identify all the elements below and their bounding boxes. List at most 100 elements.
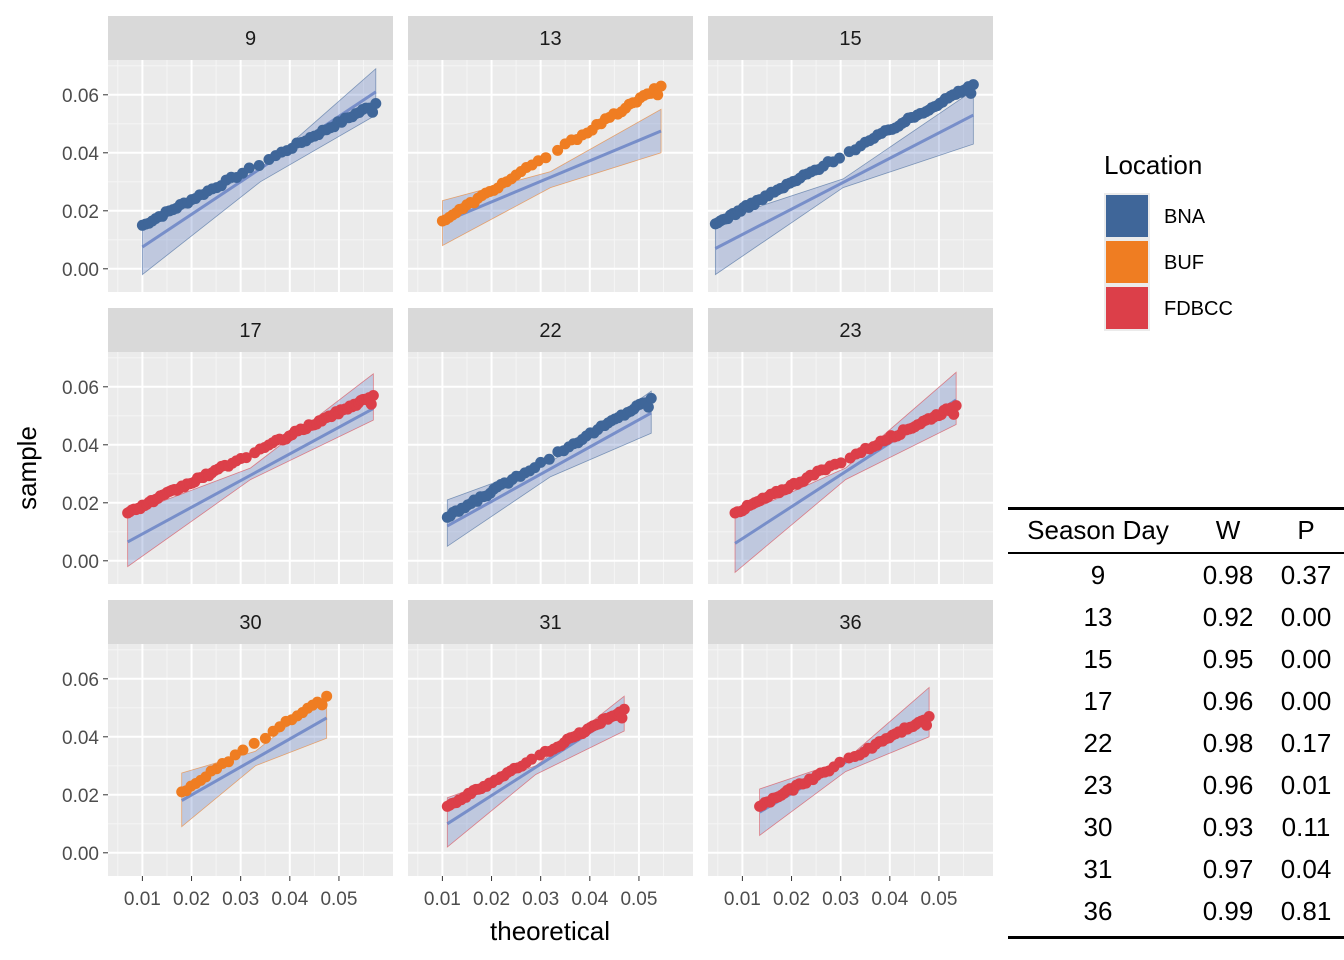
season-day-cell: 30 xyxy=(1083,811,1113,842)
p-cell: 0.04 xyxy=(1280,853,1332,884)
qq-data-point xyxy=(259,732,271,744)
x-tick-label: 0.01 xyxy=(124,889,161,910)
y-tick-label: 0.00 xyxy=(62,552,99,573)
x-tick-label: 0.05 xyxy=(920,889,957,910)
facet-strip-label: 13 xyxy=(539,28,561,50)
table-row: 30 0.93 0.11 xyxy=(1008,806,1344,848)
w-cell: 0.96 xyxy=(1202,769,1254,800)
qq-data-point xyxy=(540,152,552,164)
qq-data-point xyxy=(835,457,847,469)
table-row: 13 0.92 0.00 xyxy=(1008,596,1344,638)
facet-panel-9: 9 0.00 0.02 0.04 0.06 xyxy=(62,16,393,292)
w-cell: 0.98 xyxy=(1202,727,1254,758)
y-tick-label: 0.06 xyxy=(62,670,99,691)
y-tick-label: 0.04 xyxy=(62,728,99,749)
qq-data-point xyxy=(543,453,555,465)
w-cell: 0.96 xyxy=(1202,685,1254,716)
qq-data-point xyxy=(950,400,962,412)
table-row: 23 0.96 0.01 xyxy=(1008,764,1344,806)
facet-strip-label: 23 xyxy=(839,320,861,342)
w-cell: 0.95 xyxy=(1202,643,1254,674)
table-row: 17 0.96 0.00 xyxy=(1008,680,1344,722)
qq-data-point xyxy=(923,711,935,722)
p-cell: 0.00 xyxy=(1280,601,1332,632)
w-cell: 0.98 xyxy=(1202,559,1254,590)
p-cell: 0.81 xyxy=(1280,895,1332,926)
facet-strip-label: 17 xyxy=(239,320,261,342)
season-day-cell: 17 xyxy=(1083,685,1113,716)
y-tick-label: 0.06 xyxy=(62,86,99,107)
qq-reference-line xyxy=(446,411,652,528)
x-tick-label: 0.03 xyxy=(822,889,859,910)
facet-panel-36: 36 0.01 0.02 0.03 0.04 0.05 xyxy=(708,600,993,910)
header-p: P xyxy=(1297,514,1315,545)
normality-test-table: Season Day W P 9 0.98 0.37 13 0.92 0.00 15 0.95… xyxy=(1008,507,1344,939)
qq-data-point xyxy=(535,456,547,468)
y-tick-label: 0.02 xyxy=(62,494,99,515)
facet-strip xyxy=(408,16,693,60)
legend-key-swatch xyxy=(1106,195,1148,237)
x-tick-label: 0.02 xyxy=(773,889,810,910)
y-tick-label: 0.04 xyxy=(62,144,99,165)
facet-strip-label: 9 xyxy=(245,28,256,50)
y-tick-label: 0.02 xyxy=(62,202,99,223)
x-tick-label: 0.01 xyxy=(424,889,461,910)
x-tick-label: 0.02 xyxy=(473,889,510,910)
header-w: W xyxy=(1215,514,1241,545)
p-cell: 0.17 xyxy=(1280,727,1332,758)
facet-panel-22: 22 xyxy=(408,308,693,584)
qq-data-point xyxy=(967,79,979,91)
qq-data-point xyxy=(367,106,379,118)
qq-data-point xyxy=(652,89,664,101)
table-mid-rule xyxy=(1008,552,1344,554)
y-tick-label: 0.02 xyxy=(62,786,99,807)
legend-key-swatch xyxy=(1106,287,1148,329)
p-cell: 0.11 xyxy=(1281,811,1331,842)
x-tick-label: 0.01 xyxy=(724,889,761,910)
qq-data-point xyxy=(248,737,260,749)
panel-background xyxy=(408,644,693,876)
p-cell: 0.00 xyxy=(1280,643,1332,674)
facet-strip-label: 30 xyxy=(239,612,261,634)
legend: Location BNA BUF FDBCC xyxy=(1104,150,1233,331)
qq-data-point xyxy=(948,408,960,420)
table-top-rule xyxy=(1008,507,1344,510)
qq-data-point xyxy=(655,80,667,92)
table-header-row: Season Day W P xyxy=(1008,510,1344,550)
qq-data-point xyxy=(253,159,265,171)
qq-data-point xyxy=(965,87,977,99)
season-day-cell: 13 xyxy=(1083,601,1113,632)
w-cell: 0.99 xyxy=(1202,895,1254,926)
x-tick-label: 0.02 xyxy=(173,889,210,910)
season-day-cell: 15 xyxy=(1083,643,1113,674)
legend-item-label: BUF xyxy=(1164,252,1204,274)
x-tick-label: 0.03 xyxy=(222,889,259,910)
legend-title: Location xyxy=(1104,150,1202,180)
season-day-cell: 23 xyxy=(1083,769,1113,800)
x-tick-label: 0.04 xyxy=(871,889,908,910)
facet-strip xyxy=(108,16,393,60)
qq-data-point xyxy=(552,144,564,156)
qq-reference-line xyxy=(441,129,662,224)
y-axis-title: sample xyxy=(12,426,42,510)
qq-data-point xyxy=(316,699,328,711)
qq-data-point xyxy=(321,690,333,702)
facet-strip-label: 31 xyxy=(539,612,561,634)
table-bottom-rule xyxy=(1008,936,1344,939)
season-day-cell: 31 xyxy=(1083,853,1113,884)
y-tick-label: 0.00 xyxy=(62,844,99,865)
x-tick-label: 0.04 xyxy=(271,889,308,910)
table-row: 9 0.98 0.37 xyxy=(1008,554,1344,596)
qq-data-point xyxy=(365,398,377,410)
table-row: 15 0.95 0.00 xyxy=(1008,638,1344,680)
qq-data-point xyxy=(645,392,657,404)
qq-data-point xyxy=(618,703,630,715)
facet-strip xyxy=(708,600,993,644)
x-tick-label: 0.03 xyxy=(522,889,559,910)
w-cell: 0.92 xyxy=(1202,601,1254,632)
facet-strip-label: 15 xyxy=(839,28,861,50)
qq-reference-line xyxy=(126,407,375,544)
facet-panel-15: 15 xyxy=(708,16,993,292)
legend-item-label: BNA xyxy=(1164,206,1206,228)
table-row: 31 0.97 0.04 xyxy=(1008,848,1344,890)
